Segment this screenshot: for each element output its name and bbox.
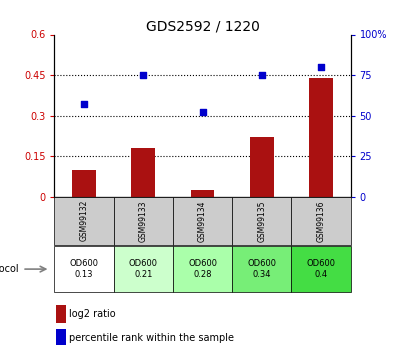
- Title: GDS2592 / 1220: GDS2592 / 1220: [145, 19, 260, 33]
- Point: [199, 110, 206, 115]
- Bar: [131, 148, 155, 197]
- Text: GSM99136: GSM99136: [316, 200, 326, 242]
- Bar: [250, 137, 274, 197]
- Text: OD600
0.4: OD600 0.4: [307, 259, 335, 279]
- Text: GSM99134: GSM99134: [198, 200, 207, 242]
- Text: percentile rank within the sample: percentile rank within the sample: [69, 333, 233, 343]
- Text: GSM99132: GSM99132: [79, 200, 89, 242]
- Bar: [54, 246, 114, 292]
- Text: GSM99135: GSM99135: [257, 200, 266, 242]
- Bar: [173, 246, 232, 292]
- Bar: [173, 197, 232, 245]
- Point: [140, 72, 147, 78]
- Bar: [72, 170, 96, 197]
- Bar: [309, 78, 333, 197]
- Text: OD600
0.34: OD600 0.34: [247, 259, 276, 279]
- Text: GSM99133: GSM99133: [139, 200, 148, 242]
- Bar: [54, 197, 114, 245]
- Bar: [114, 197, 173, 245]
- Point: [318, 64, 324, 70]
- Text: OD600
0.13: OD600 0.13: [70, 259, 98, 279]
- Bar: [291, 246, 351, 292]
- Text: log2 ratio: log2 ratio: [69, 309, 115, 319]
- Bar: [114, 246, 173, 292]
- Bar: [232, 246, 291, 292]
- Bar: [232, 197, 291, 245]
- Bar: [191, 190, 214, 197]
- Text: OD600
0.21: OD600 0.21: [129, 259, 158, 279]
- Point: [81, 101, 87, 107]
- Text: OD600
0.28: OD600 0.28: [188, 259, 217, 279]
- Text: growth protocol: growth protocol: [0, 264, 18, 274]
- Bar: [291, 197, 351, 245]
- Point: [259, 72, 265, 78]
